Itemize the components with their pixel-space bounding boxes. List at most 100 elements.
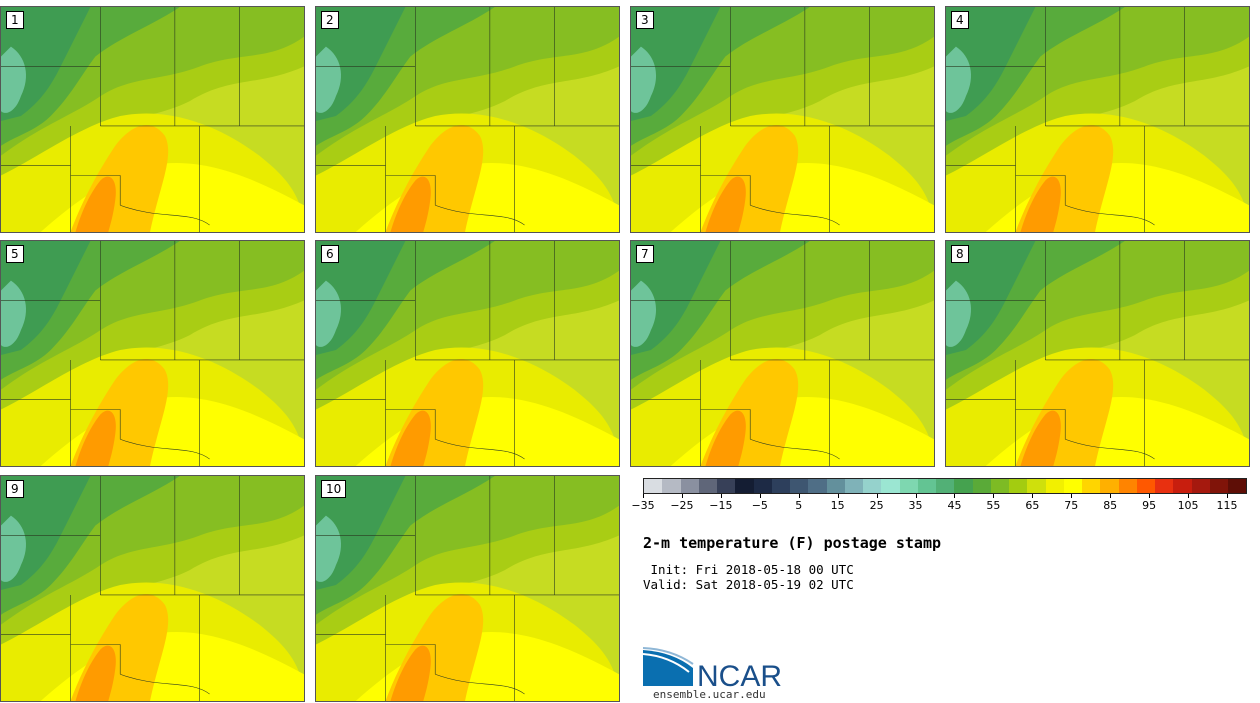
member-label: 1	[6, 11, 24, 29]
colorbar-tick-label: 15	[830, 499, 845, 512]
member-label: 5	[6, 245, 24, 263]
colorbar-segment	[899, 479, 918, 493]
colorbar-tick	[1149, 494, 1151, 498]
zone-mountains	[946, 46, 972, 113]
colorbar-segment	[1209, 479, 1228, 493]
colorbar-tick-label: 55	[986, 499, 1001, 512]
map-panel-9[interactable]: 9	[0, 475, 305, 702]
colorbar-segment	[1155, 479, 1174, 493]
colorbar-segment	[1045, 479, 1064, 493]
map-panel-10[interactable]: 10	[315, 475, 620, 702]
zone-40s	[316, 241, 406, 355]
member-label: 6	[321, 245, 339, 263]
colorbar-segment	[1136, 479, 1155, 493]
colorbar-tick	[1188, 494, 1190, 498]
colorbar-tick	[993, 494, 995, 498]
colorbar-segment	[771, 479, 790, 493]
colorbar-segment	[990, 479, 1009, 493]
colorbar-tick	[643, 494, 644, 498]
state-boundary	[385, 409, 436, 440]
colorbar-tick	[720, 494, 722, 498]
state-boundary	[750, 204, 840, 226]
colorbar-segment	[644, 479, 663, 493]
zone-90s	[705, 176, 746, 232]
state-boundary	[750, 438, 840, 460]
member-label: 8	[951, 245, 969, 263]
zone-90s	[390, 645, 431, 701]
state-boundary	[1065, 438, 1155, 460]
temperature-map	[1, 476, 304, 701]
colorbar-ticks: −35 −25 −15 −5 5 15 25 35 45 55 65 75 85 95 105 115	[631, 494, 1247, 514]
colorbar-segment	[863, 479, 882, 493]
colorbar-tick	[1110, 494, 1112, 498]
state-boundary	[120, 673, 210, 695]
colorbar-tick	[837, 494, 839, 498]
zone-mountains	[316, 280, 342, 347]
logo-url: ensemble.ucar.edu	[653, 688, 766, 701]
colorbar-tick-label: 75	[1064, 499, 1079, 512]
state-boundary	[435, 204, 525, 226]
colorbar-segment	[753, 479, 772, 493]
map-panel-6[interactable]: 6	[315, 240, 620, 467]
colorbar-tick	[876, 494, 878, 498]
temperature-map	[946, 7, 1249, 232]
colorbar-tick-label: 5	[795, 499, 803, 512]
colorbar-tick-label: 115	[1216, 499, 1238, 512]
member-label: 2	[321, 11, 339, 29]
colorbar-segment	[826, 479, 845, 493]
colorbar-segment	[1009, 479, 1028, 493]
zone-90s	[705, 410, 746, 466]
colorbar-tick-label: −25	[670, 499, 694, 512]
logo-text: NCAR	[697, 660, 782, 690]
state-boundary	[700, 175, 751, 206]
colorbar-segment	[808, 479, 827, 493]
colorbar-segment	[844, 479, 863, 493]
zone-90s	[390, 410, 431, 466]
colorbar-segment	[881, 479, 900, 493]
zone-mountains	[1, 280, 27, 347]
colorbar-tick	[681, 494, 683, 498]
member-label: 10	[321, 480, 347, 498]
zone-90s	[1020, 410, 1061, 466]
colorbar-segment	[662, 479, 681, 493]
colorbar-tick	[954, 494, 956, 498]
temperature-map	[631, 241, 934, 466]
map-panel-2[interactable]: 2	[315, 6, 620, 233]
zone-40s	[1, 476, 91, 590]
map-panel-8[interactable]: 8	[945, 240, 1250, 467]
member-label: 9	[6, 480, 24, 498]
init-time: Init: Fri 2018-05-18 00 UTC	[643, 562, 854, 577]
colorbar-segment	[790, 479, 809, 493]
zone-90s	[1020, 176, 1061, 232]
colorbar-segment	[972, 479, 991, 493]
map-panel-1[interactable]: 1	[0, 6, 305, 233]
map-panel-7[interactable]: 7	[630, 240, 935, 467]
zone-40s	[946, 7, 1036, 121]
map-panel-3[interactable]: 3	[630, 6, 935, 233]
colorbar-tick	[759, 494, 761, 498]
zone-40s	[631, 7, 721, 121]
map-panel-5[interactable]: 5	[0, 240, 305, 467]
zone-40s	[1, 7, 91, 121]
temperature-map	[1, 7, 304, 232]
colorbar-tick	[1032, 494, 1034, 498]
colorbar-segment	[1100, 479, 1119, 493]
zone-40s	[946, 241, 1036, 355]
zone-90s	[390, 176, 431, 232]
colorbar-tick-label: 85	[1103, 499, 1118, 512]
state-boundary	[435, 438, 525, 460]
zone-90s	[75, 410, 116, 466]
zone-90s	[75, 176, 116, 232]
member-label: 7	[636, 245, 654, 263]
colorbar-tick-label: 95	[1142, 499, 1157, 512]
colorbar-segment	[1191, 479, 1210, 493]
colorbar-segment	[1063, 479, 1082, 493]
state-boundary	[120, 204, 210, 226]
state-boundary	[120, 438, 210, 460]
temperature-map	[631, 7, 934, 232]
map-panel-4[interactable]: 4	[945, 6, 1250, 233]
zone-mountains	[946, 280, 972, 347]
colorbar-tick-label: 35	[908, 499, 923, 512]
colorbar-segment	[717, 479, 736, 493]
zone-40s	[631, 241, 721, 355]
